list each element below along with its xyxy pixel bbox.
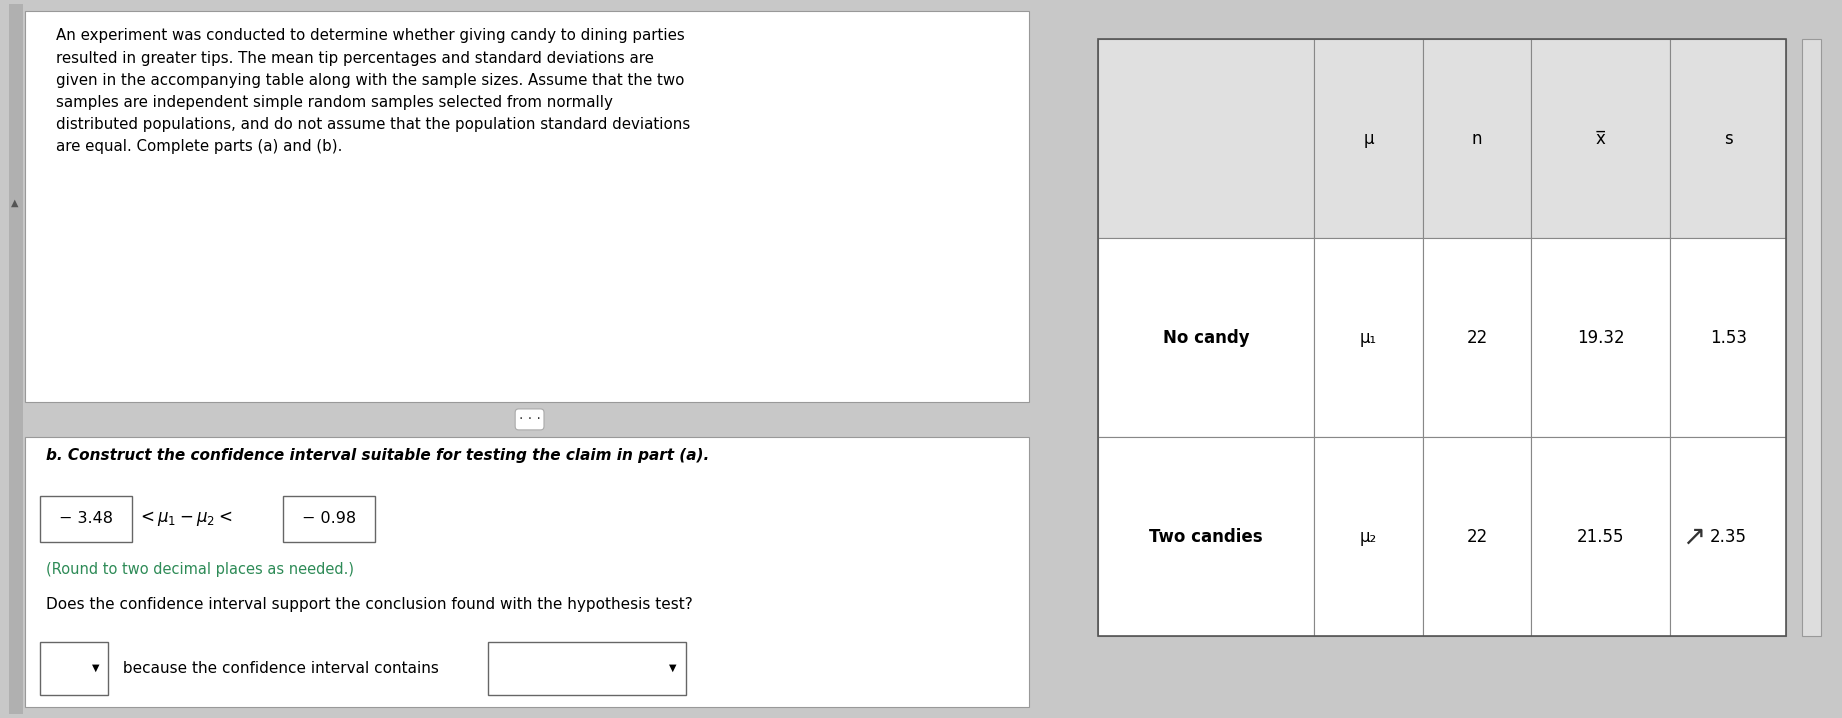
FancyBboxPatch shape (41, 642, 109, 695)
FancyBboxPatch shape (9, 4, 22, 714)
FancyBboxPatch shape (1098, 238, 1315, 437)
Text: ↗: ↗ (1682, 523, 1706, 551)
Text: 2.35: 2.35 (1709, 528, 1746, 546)
Text: − 3.48: − 3.48 (59, 511, 112, 526)
FancyBboxPatch shape (1531, 238, 1671, 437)
Text: 22: 22 (1466, 528, 1488, 546)
FancyBboxPatch shape (1315, 437, 1422, 636)
FancyBboxPatch shape (1422, 238, 1531, 437)
Text: Two candies: Two candies (1149, 528, 1264, 546)
Text: ▼: ▼ (92, 663, 99, 673)
FancyBboxPatch shape (1422, 437, 1531, 636)
FancyBboxPatch shape (1098, 39, 1315, 238)
FancyBboxPatch shape (1671, 238, 1787, 437)
FancyBboxPatch shape (1531, 437, 1671, 636)
Text: μ: μ (1363, 130, 1374, 148)
Text: ▲: ▲ (11, 197, 18, 208)
Text: (Round to two decimal places as needed.): (Round to two decimal places as needed.) (46, 561, 354, 577)
Text: 21.55: 21.55 (1577, 528, 1625, 546)
Text: 1.53: 1.53 (1709, 329, 1746, 347)
FancyBboxPatch shape (1671, 39, 1787, 238)
Text: An experiment was conducted to determine whether giving candy to dining parties
: An experiment was conducted to determine… (55, 29, 691, 154)
FancyBboxPatch shape (41, 496, 133, 542)
Text: b. Construct the confidence interval suitable for testing the claim in part (a).: b. Construct the confidence interval sui… (46, 448, 709, 463)
Text: − 0.98: − 0.98 (302, 511, 356, 526)
FancyBboxPatch shape (1315, 238, 1422, 437)
Text: 22: 22 (1466, 329, 1488, 347)
FancyBboxPatch shape (1671, 437, 1787, 636)
Text: Does the confidence interval support the conclusion found with the hypothesis te: Does the confidence interval support the… (46, 597, 693, 612)
Text: x̅: x̅ (1595, 130, 1606, 148)
FancyBboxPatch shape (1801, 39, 1822, 636)
FancyBboxPatch shape (1098, 437, 1315, 636)
Text: s: s (1724, 130, 1733, 148)
FancyBboxPatch shape (488, 642, 685, 695)
FancyBboxPatch shape (1422, 39, 1531, 238)
Text: n: n (1472, 130, 1483, 148)
FancyBboxPatch shape (24, 437, 1030, 707)
Text: because the confidence interval contains: because the confidence interval contains (118, 661, 440, 676)
FancyBboxPatch shape (284, 496, 374, 542)
Text: No candy: No candy (1162, 329, 1249, 347)
FancyBboxPatch shape (1315, 39, 1422, 238)
Text: $<\mu_1 - \mu_2<$: $<\mu_1 - \mu_2<$ (136, 510, 232, 528)
Text: · · ·: · · · (519, 412, 540, 426)
Text: μ₁: μ₁ (1359, 329, 1378, 347)
Text: μ₂: μ₂ (1359, 528, 1378, 546)
FancyBboxPatch shape (1531, 39, 1671, 238)
FancyBboxPatch shape (24, 11, 1030, 401)
Text: ▼: ▼ (669, 663, 678, 673)
Text: 19.32: 19.32 (1577, 329, 1625, 347)
